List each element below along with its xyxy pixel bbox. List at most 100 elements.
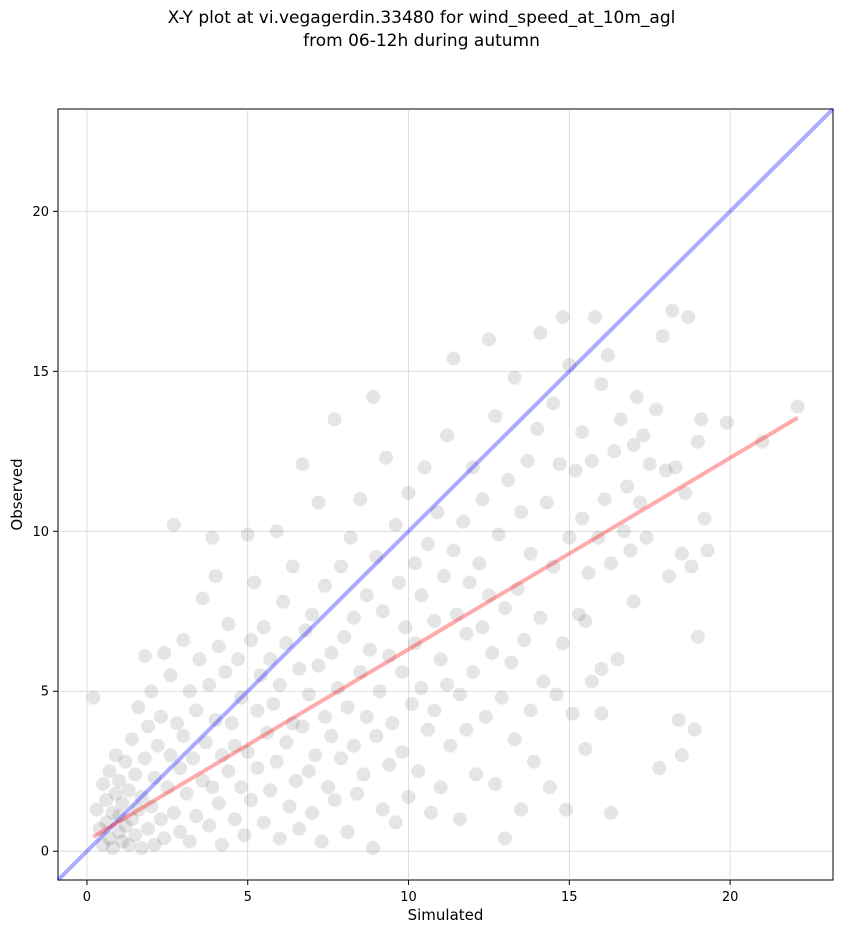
x-axis-label: Simulated <box>408 906 484 924</box>
data-point <box>166 805 181 820</box>
data-point <box>546 396 561 411</box>
chart-subtitle: from 06-12h during autumn <box>303 31 540 51</box>
data-point <box>295 719 310 734</box>
data-point <box>195 591 210 606</box>
data-point <box>163 668 178 683</box>
data-point <box>353 492 368 507</box>
data-point <box>385 716 400 731</box>
data-point <box>546 559 561 574</box>
data-point <box>346 738 361 753</box>
data-point <box>366 841 381 856</box>
data-point <box>452 687 467 702</box>
data-point <box>134 841 149 856</box>
data-point <box>124 732 139 747</box>
data-point <box>231 652 246 667</box>
data-point <box>469 767 484 782</box>
data-point <box>424 805 439 820</box>
data-point <box>301 687 316 702</box>
data-point <box>620 479 635 494</box>
grid-lines <box>58 109 833 880</box>
data-point <box>616 524 631 539</box>
data-point <box>459 626 474 641</box>
data-point <box>198 735 213 750</box>
data-point <box>227 812 242 827</box>
data-point <box>163 748 178 763</box>
regression-line <box>92 416 799 839</box>
data-point <box>543 780 558 795</box>
data-point <box>465 665 480 680</box>
data-point <box>131 802 146 817</box>
x-tick-label: 0 <box>83 890 91 905</box>
data-point <box>523 703 538 718</box>
data-point <box>697 511 712 526</box>
data-point <box>433 780 448 795</box>
data-point <box>427 703 442 718</box>
data-point <box>533 610 548 625</box>
data-point <box>195 773 210 788</box>
data-point <box>690 434 705 449</box>
data-point <box>600 348 615 363</box>
data-point <box>182 684 197 699</box>
data-point <box>504 655 519 670</box>
data-point <box>452 812 467 827</box>
data-point <box>327 412 342 427</box>
data-point <box>292 821 307 836</box>
data-point <box>790 399 805 414</box>
data-point <box>89 802 104 817</box>
data-point <box>411 764 426 779</box>
data-point <box>317 709 332 724</box>
data-point <box>279 636 294 651</box>
data-point <box>514 802 529 817</box>
data-point <box>475 492 490 507</box>
data-point <box>369 549 384 564</box>
data-point <box>276 594 291 609</box>
data-point <box>124 812 139 827</box>
data-point <box>584 674 599 689</box>
data-point <box>359 588 374 603</box>
data-point <box>92 821 107 836</box>
x-tick-label: 5 <box>244 890 252 905</box>
data-point <box>395 665 410 680</box>
data-point <box>343 530 358 545</box>
data-point <box>166 517 181 532</box>
data-point <box>144 799 159 814</box>
data-point <box>401 485 416 500</box>
data-point <box>485 645 500 660</box>
data-point <box>301 764 316 779</box>
data-point <box>144 684 159 699</box>
data-point <box>407 556 422 571</box>
data-point <box>327 793 342 808</box>
data-point <box>559 802 574 817</box>
data-point <box>240 527 255 542</box>
data-point <box>372 684 387 699</box>
data-point <box>655 329 670 344</box>
data-point <box>115 796 130 811</box>
data-point <box>382 649 397 664</box>
data-point <box>520 453 535 468</box>
data-point <box>121 783 136 798</box>
data-point <box>105 841 120 856</box>
data-point <box>96 837 111 852</box>
data-point <box>150 738 165 753</box>
data-point <box>205 530 220 545</box>
data-point <box>298 623 313 638</box>
data-point <box>510 581 525 596</box>
data-point <box>147 770 162 785</box>
data-point <box>189 703 204 718</box>
y-tick-label: 10 <box>32 525 49 540</box>
data-point <box>456 514 471 529</box>
data-point <box>333 751 348 766</box>
data-point <box>324 645 339 660</box>
data-point <box>613 412 628 427</box>
data-point <box>588 309 603 324</box>
data-point <box>305 805 320 820</box>
data-point <box>681 309 696 324</box>
data-point <box>507 732 522 747</box>
data-point <box>755 434 770 449</box>
data-point <box>173 825 188 840</box>
data-point <box>690 629 705 644</box>
data-point <box>433 652 448 667</box>
data-point <box>173 761 188 776</box>
data-point <box>491 527 506 542</box>
x-tick-label: 15 <box>561 890 578 905</box>
